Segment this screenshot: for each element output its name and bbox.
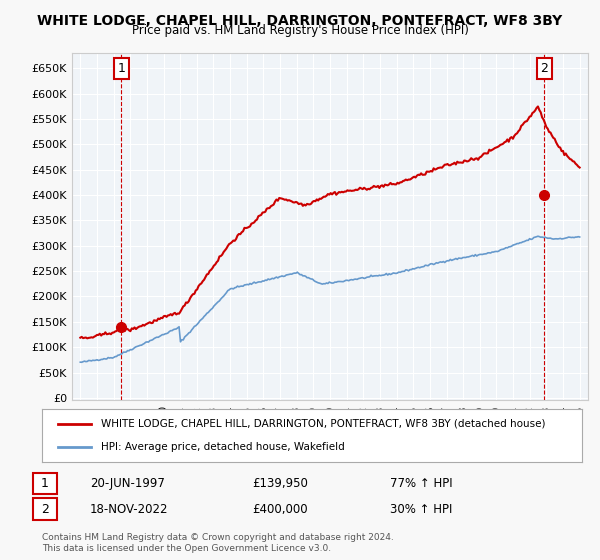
Text: WHITE LODGE, CHAPEL HILL, DARRINGTON, PONTEFRACT, WF8 3BY (detached house): WHITE LODGE, CHAPEL HILL, DARRINGTON, PO…: [101, 419, 546, 429]
Text: 1: 1: [118, 62, 125, 75]
Text: 2: 2: [541, 62, 548, 75]
Text: £400,000: £400,000: [252, 502, 308, 516]
Text: WHITE LODGE, CHAPEL HILL, DARRINGTON, PONTEFRACT, WF8 3BY: WHITE LODGE, CHAPEL HILL, DARRINGTON, PO…: [37, 14, 563, 28]
Text: 77% ↑ HPI: 77% ↑ HPI: [390, 477, 452, 491]
Text: 20-JUN-1997: 20-JUN-1997: [90, 477, 165, 491]
Text: 30% ↑ HPI: 30% ↑ HPI: [390, 502, 452, 516]
Text: 2: 2: [41, 502, 49, 516]
Text: Price paid vs. HM Land Registry's House Price Index (HPI): Price paid vs. HM Land Registry's House …: [131, 24, 469, 37]
FancyBboxPatch shape: [33, 473, 57, 494]
Text: 18-NOV-2022: 18-NOV-2022: [90, 502, 169, 516]
Text: 1: 1: [41, 477, 49, 491]
Text: Contains HM Land Registry data © Crown copyright and database right 2024.
This d: Contains HM Land Registry data © Crown c…: [42, 534, 394, 553]
Text: HPI: Average price, detached house, Wakefield: HPI: Average price, detached house, Wake…: [101, 442, 345, 452]
Text: £139,950: £139,950: [252, 477, 308, 491]
FancyBboxPatch shape: [33, 498, 57, 520]
